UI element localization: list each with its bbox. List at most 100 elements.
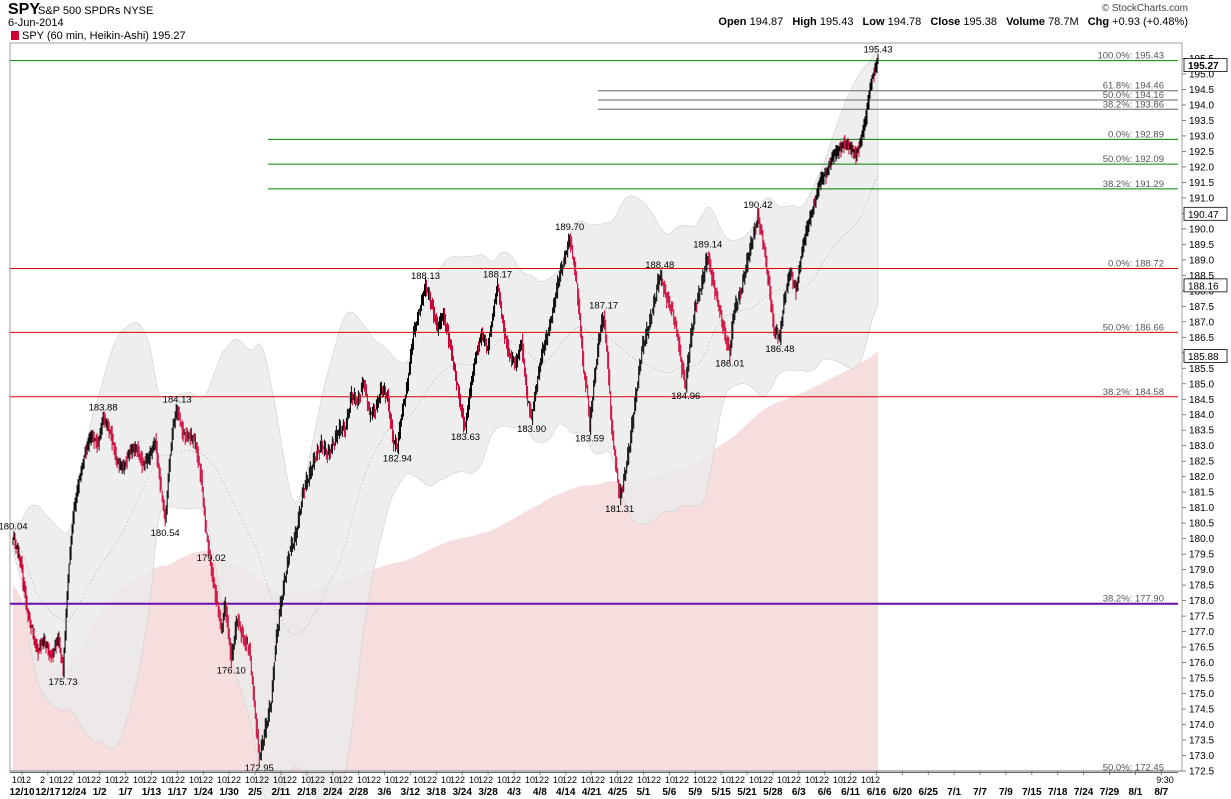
- peak-label: 180.04: [0, 521, 28, 532]
- fib-label: 50.0%: 192.09: [1103, 154, 1164, 165]
- fib-label: 0.0%: 192.89: [1108, 129, 1164, 140]
- x-hour-label: 12: [142, 775, 152, 785]
- x-hour-label: 10: [749, 775, 759, 785]
- x-hour-label: 2: [684, 775, 689, 785]
- x-hour-label: 12: [422, 775, 432, 785]
- x-hour-label: 10: [805, 775, 815, 785]
- x-date-label: 1/2: [93, 787, 107, 798]
- peak-label: 184.13: [163, 395, 192, 406]
- price-tag-label: 190.47: [1188, 210, 1219, 221]
- x-date-label: 2/11: [271, 787, 290, 798]
- x-hour-label: 2: [404, 775, 409, 785]
- y-tick-label: 187.5: [1189, 302, 1214, 313]
- y-tick-label: 178.5: [1189, 581, 1214, 592]
- company-name: S&P 500 SPDRs: [38, 5, 121, 17]
- x-hour-label: 10: [161, 775, 171, 785]
- fib-label: 38.2%: 184.58: [1103, 387, 1164, 398]
- x-date-label: 1/13: [142, 787, 162, 798]
- x-hour-label: 12: [730, 775, 740, 785]
- x-hour-label: 12: [282, 775, 292, 785]
- x-hour-label: 10: [693, 775, 703, 785]
- x-hour-label: 10: [469, 775, 479, 785]
- legend-text: SPY (60 min, Heikin-Ashi) 195.27: [22, 30, 186, 42]
- peak-label: 179.02: [197, 553, 226, 564]
- symbol: SPY: [8, 1, 41, 18]
- peak-label: 189.70: [555, 222, 584, 233]
- x-hour-label: 12: [758, 775, 768, 785]
- y-tick-label: 175.5: [1189, 674, 1214, 685]
- x-hour-label: 12: [674, 775, 684, 785]
- chg-value: +0.93 (+0.48%): [1112, 16, 1188, 28]
- bollinger-mid-line: [12, 173, 879, 636]
- x-hour-label: 12: [478, 775, 488, 785]
- open-label: Open: [718, 16, 747, 28]
- y-tick-label: 173.5: [1189, 736, 1214, 747]
- x-hour-label: 2: [768, 775, 773, 785]
- y-tick-label: 183.0: [1189, 441, 1214, 452]
- y-tick-label: 182.5: [1189, 457, 1214, 468]
- peak-label: 188.48: [645, 260, 674, 271]
- x-date-label: 2/5: [248, 787, 262, 798]
- fib-label: 50.0%: 172.45: [1103, 763, 1164, 774]
- price-tag: [1183, 206, 1228, 221]
- y-tick-label: 185.0: [1189, 379, 1214, 390]
- candlesticks: [12, 54, 879, 766]
- x-date-label: 1/17: [168, 787, 188, 798]
- x-date-label: 5/6: [662, 787, 676, 798]
- x-hour-label: 12: [870, 775, 880, 785]
- peak-label: 176.10: [217, 665, 246, 676]
- x-date-label: 3/12: [401, 787, 421, 798]
- x-hour-label: 12: [842, 775, 852, 785]
- x-date-label: 1/30: [219, 787, 239, 798]
- x-hour-label: 2: [824, 775, 829, 785]
- fib-label: 50.0%: 194.16: [1103, 90, 1164, 101]
- quote-bar: Open 194.87 High 195.43 Low 194.78 Close…: [712, 16, 1188, 28]
- peak-label: 182.94: [383, 454, 412, 465]
- fib-label: 38.2%: 193.86: [1103, 99, 1164, 110]
- price-tag: [1183, 278, 1228, 293]
- x-hour-label: 10: [581, 775, 591, 785]
- y-tick-label: 191.5: [1189, 178, 1214, 189]
- fib-label: 100.0%: 195.43: [1097, 51, 1164, 62]
- peak-label: 175.73: [49, 677, 78, 688]
- peak-label: 184.96: [671, 391, 700, 402]
- x-date-label: 2/28: [349, 787, 369, 798]
- x-hour-label: 10: [497, 775, 507, 785]
- x-hour-label: 12: [86, 775, 96, 785]
- x-hour-label: 2: [460, 775, 465, 785]
- x-hour-label: 10: [441, 775, 451, 785]
- x-hour-label: 10: [189, 775, 199, 785]
- price-tag-label: 195.27: [1188, 61, 1219, 72]
- x-hour-label: 2: [292, 775, 297, 785]
- x-hour-label: 12: [562, 775, 572, 785]
- x-date-label: 4/14: [556, 787, 576, 798]
- x-hour-label: 12: [114, 775, 124, 785]
- x-hour-label: 2: [320, 775, 325, 785]
- x-hour-label: 10: [525, 775, 535, 785]
- x-date-label: 5/28: [763, 787, 783, 798]
- x-hour-label: 12: [338, 775, 348, 785]
- x-hour-label: 12: [310, 775, 320, 785]
- x-hour-label: 10: [777, 775, 787, 785]
- x-hour-label: 2: [264, 775, 269, 785]
- x-hour-label: 12: [58, 775, 68, 785]
- x-hour-label: 12: [254, 775, 264, 785]
- x-hour-label: 2: [180, 775, 185, 785]
- x-hour-label: 10: [49, 775, 59, 785]
- x-hour-label: 2: [544, 775, 549, 785]
- peak-label: 188.13: [411, 271, 440, 282]
- x-date-label: 12/17: [35, 787, 60, 798]
- x-date-label: 6/3: [792, 787, 806, 798]
- x-date-label: 7/15: [1022, 787, 1042, 798]
- y-tick-label: 177.0: [1189, 627, 1214, 638]
- x-hour-label: 10: [721, 775, 731, 785]
- y-tick-label: 194.0: [1189, 100, 1214, 111]
- x-date-label: 6/6: [818, 787, 832, 798]
- copyright[interactable]: © StockCharts.com: [1101, 3, 1188, 14]
- low-label: Low: [862, 16, 885, 28]
- peak-label: 180.54: [151, 528, 180, 539]
- y-tick-label: 181.5: [1189, 488, 1214, 499]
- x-hour-label: 12: [590, 775, 600, 785]
- high-value: 195.43: [819, 16, 854, 28]
